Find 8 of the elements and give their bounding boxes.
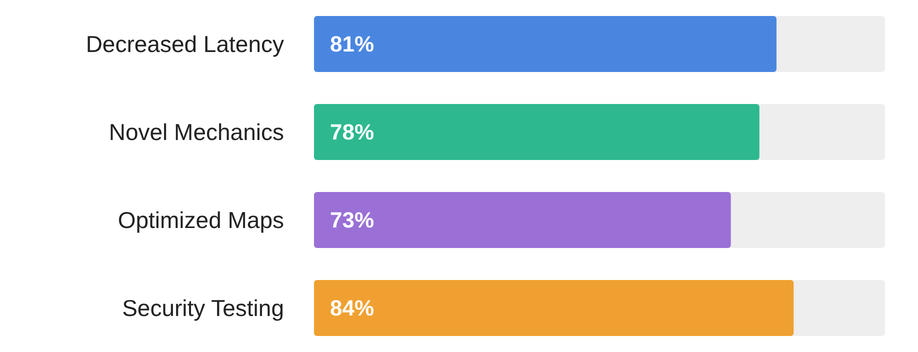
y-tick-label: Optimized Maps (118, 207, 284, 233)
y-tick-label: Decreased Latency (86, 31, 284, 57)
data-label: 81% (330, 32, 374, 56)
data-label: 78% (330, 120, 374, 144)
data-label: 73% (330, 208, 374, 232)
y-tick-label: Novel Mechanics (108, 119, 284, 145)
data-label: 84% (330, 296, 374, 320)
y-tick-label: Security Testing (122, 295, 284, 321)
